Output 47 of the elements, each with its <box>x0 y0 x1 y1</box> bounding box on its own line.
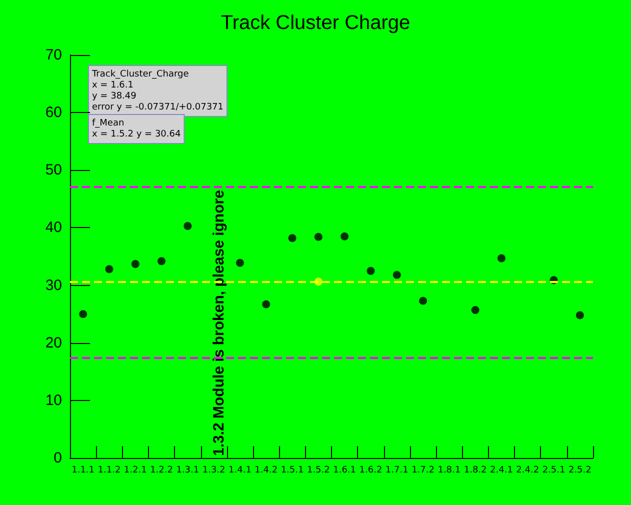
x-tick-label: 1.3.2 <box>202 466 226 476</box>
y-tick-label: 70 <box>45 46 62 64</box>
y-tick-label: 40 <box>45 219 62 236</box>
y-tick-label: 60 <box>45 104 62 122</box>
x-tick-label: 1.4.1 <box>228 466 252 476</box>
point <box>79 310 88 318</box>
x-tick-label: 1.5.1 <box>280 466 304 476</box>
y-tick-label: 10 <box>45 392 62 409</box>
x-tick-label: 1.8.1 <box>438 466 461 476</box>
y-tick-label: 30 <box>45 276 62 294</box>
point <box>497 254 506 262</box>
chart-title: Track Cluster Charge <box>220 12 410 34</box>
point <box>288 234 296 242</box>
x-tick-label: 1.7.2 <box>412 466 434 476</box>
point <box>131 260 140 268</box>
annotation: Track_Cluster_Charge x = 1.6.1 y = 38.49 error y = -0.07371/+0.07371 <box>91 70 224 112</box>
point <box>184 222 192 230</box>
x-tick-label: 1.4.2 <box>254 466 278 476</box>
point <box>158 257 166 266</box>
x-tick-label: 2.5.2 <box>568 466 592 476</box>
point <box>471 306 480 314</box>
point <box>314 232 322 241</box>
point <box>366 266 375 275</box>
x-tick-label: 1.7.1 <box>385 466 408 476</box>
x-tick-label: 1.6.2 <box>359 466 382 476</box>
annotation: f_Mean x = 1.5.2 y = 30.64 <box>92 118 181 140</box>
x-tick-label: 1.1.1 <box>72 466 95 476</box>
x-tick-label: 2.4.2 <box>516 466 540 476</box>
x-tick-label: 1.2.1 <box>124 466 147 476</box>
x-tick-label: 2.5.1 <box>542 466 566 476</box>
y-tick-label: 20 <box>45 334 62 352</box>
point <box>262 300 270 308</box>
point <box>576 311 584 320</box>
x-tick-label: 1.3.1 <box>176 466 200 476</box>
point <box>392 270 401 279</box>
x-tick-label: 1.8.2 <box>464 466 487 476</box>
y-tick-label: 50 <box>45 162 62 179</box>
x-tick-label: 1.5.2 <box>306 466 330 476</box>
point <box>419 296 428 305</box>
point <box>236 258 244 267</box>
point <box>340 232 349 240</box>
y-tick-label: 0 <box>54 450 62 466</box>
x-tick-label: 1.2.2 <box>150 466 173 476</box>
x-tick-label: 1.1.2 <box>98 466 121 476</box>
x-tick-label: 2.4.1 <box>490 466 513 476</box>
x-tick-label: 1.6.1 <box>333 466 356 476</box>
point <box>105 265 114 274</box>
